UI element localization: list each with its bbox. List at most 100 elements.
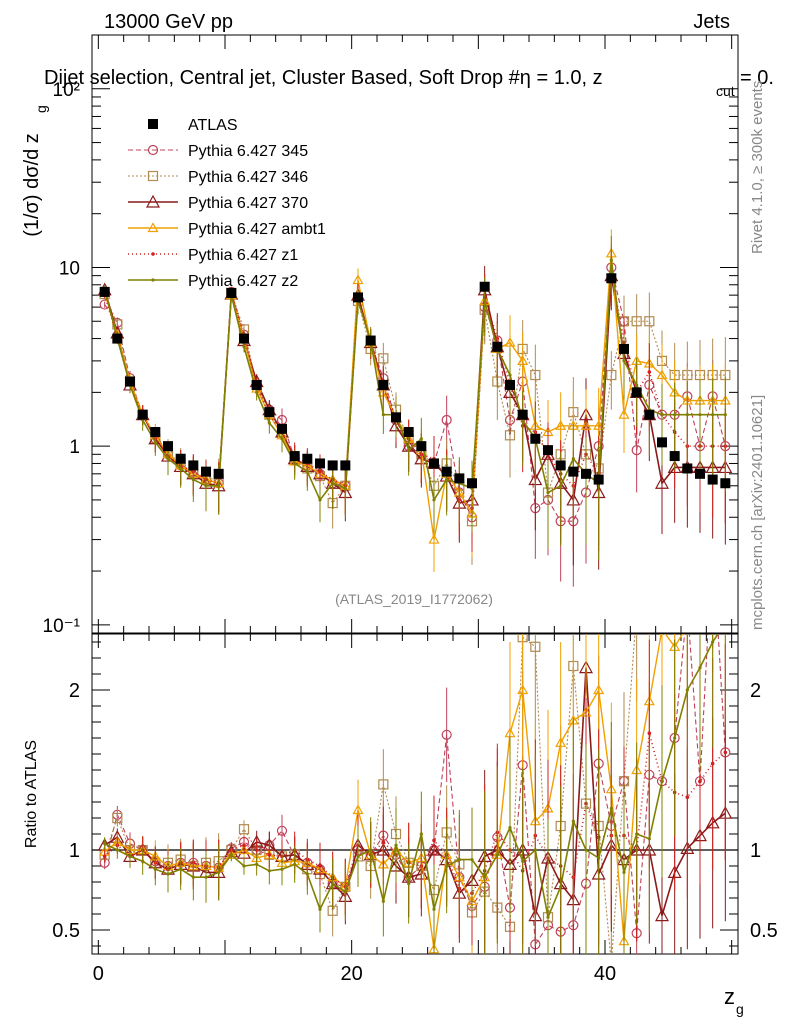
ratio-series-z2 [103, 634, 726, 954]
x-tick-label: 40 [594, 963, 616, 985]
main-y-label-sub: g [33, 105, 49, 113]
header-energy: 13000 GeV pp [104, 11, 233, 33]
marker-ambt1 [618, 408, 630, 419]
ratio-y-tick-label-right: 0.5 [750, 920, 778, 942]
marker-z2 [407, 882, 411, 886]
marker-z2 [508, 373, 512, 377]
marker-z1 [267, 853, 272, 857]
main-series-layer [97, 229, 733, 587]
marker-z2 [343, 486, 347, 491]
marker-z2 [179, 466, 183, 471]
marker-z2 [495, 853, 499, 857]
marker-z1 [647, 370, 652, 374]
data-point-atlas [340, 460, 351, 471]
marker-p345 [683, 601, 692, 610]
marker-z2 [242, 864, 246, 868]
marker-ambt1 [428, 533, 440, 544]
marker-p346 [530, 641, 541, 652]
series-line-p346 [104, 292, 726, 522]
data-point-atlas [327, 460, 338, 471]
main-y-tick-label: 10⁻¹ [43, 616, 81, 637]
data-point-atlas [277, 423, 287, 434]
header-category: Jets [693, 11, 730, 33]
marker-z2 [584, 848, 588, 852]
data-point-atlas [365, 335, 376, 346]
marker-z2 [394, 843, 398, 847]
marker-z1 [151, 252, 155, 256]
legend-label: Pythia 6.427 346 [188, 169, 308, 186]
main-panel-frame [91, 34, 739, 634]
x-tick-label: 20 [341, 963, 363, 985]
marker-z2 [356, 854, 360, 859]
data-point-atlas [644, 409, 655, 420]
main-y-tick-label: 1 [69, 437, 80, 458]
data-point-atlas [163, 441, 173, 452]
marker-z2 [698, 666, 702, 670]
ratio-panel-frame [91, 633, 739, 955]
marker-z2 [242, 345, 246, 349]
data-point-atlas [492, 341, 503, 352]
marker-z2 [141, 859, 145, 863]
data-point-atlas [378, 379, 389, 390]
marker-p346 [658, 548, 667, 557]
data-point-atlas [429, 458, 439, 469]
data-point-atlas [505, 379, 515, 390]
data-point-atlas [125, 376, 135, 387]
legend-label: Pythia 6.427 ambt1 [188, 221, 326, 238]
rivet-version-label: Rivet 4.1.0, ≥ 300k events [749, 81, 766, 254]
marker-z2 [381, 413, 385, 417]
series-line-z1 [103, 271, 726, 510]
data-point-atlas [99, 286, 110, 297]
marker-ambt1 [656, 369, 668, 380]
marker-z2 [559, 484, 563, 488]
marker-z2 [318, 907, 322, 911]
marker-z2 [571, 819, 575, 823]
data-point-atlas [581, 468, 591, 479]
marker-z2 [267, 421, 271, 425]
marker-p346 [670, 551, 679, 560]
ratio-y-tick-label: 0.5 [52, 920, 80, 942]
mcplots-label: mcplots.cern.ch [arXiv:2401.10621] [749, 395, 766, 630]
series-p345 [99, 243, 731, 587]
axes-layer: 0 20 40 10⁻¹ 1 10 10² 0.5 0.5 1 1 2 2 [43, 34, 778, 985]
marker-ambt1 [517, 684, 529, 695]
marker-z2 [267, 869, 271, 873]
marker-z2 [609, 258, 613, 262]
marker-z2 [711, 413, 715, 417]
x-label-text: z [724, 984, 735, 1009]
legend-item-ambt1: Pythia 6.427 ambt1 [128, 221, 326, 238]
marker-z1 [254, 848, 259, 852]
marker-z2 [280, 437, 284, 441]
marker-ambt1 [147, 222, 159, 233]
marker-z2 [255, 390, 259, 394]
series-data [99, 273, 731, 489]
marker-p346 [147, 170, 159, 182]
title-subscript: cut [716, 83, 735, 99]
marker-z2 [191, 477, 195, 482]
marker-p346 [378, 779, 389, 790]
marker-z1 [710, 761, 715, 766]
data-point-atlas [137, 409, 148, 420]
data-point-atlas [543, 445, 553, 456]
data-point-atlas [239, 333, 249, 344]
data-point-atlas [619, 343, 629, 354]
marker-z2 [115, 848, 119, 852]
data-point-atlas [555, 460, 566, 471]
marker-z2 [483, 875, 487, 879]
data-point-atlas [682, 463, 693, 474]
data-point-atlas [479, 281, 490, 292]
marker-z2 [432, 907, 436, 911]
series-z1 [102, 247, 728, 552]
marker-ambt1 [504, 336, 516, 347]
marker-p345 [276, 825, 288, 836]
data-point-atlas [454, 473, 465, 484]
marker-z2 [432, 498, 436, 502]
marker-z2 [470, 858, 474, 862]
data-point-atlas [695, 468, 705, 479]
marker-ambt1 [696, 594, 705, 602]
marker-z2 [483, 299, 487, 303]
marker-z2 [597, 856, 601, 860]
marker-ambt1 [708, 562, 717, 570]
marker-z2 [318, 498, 322, 502]
